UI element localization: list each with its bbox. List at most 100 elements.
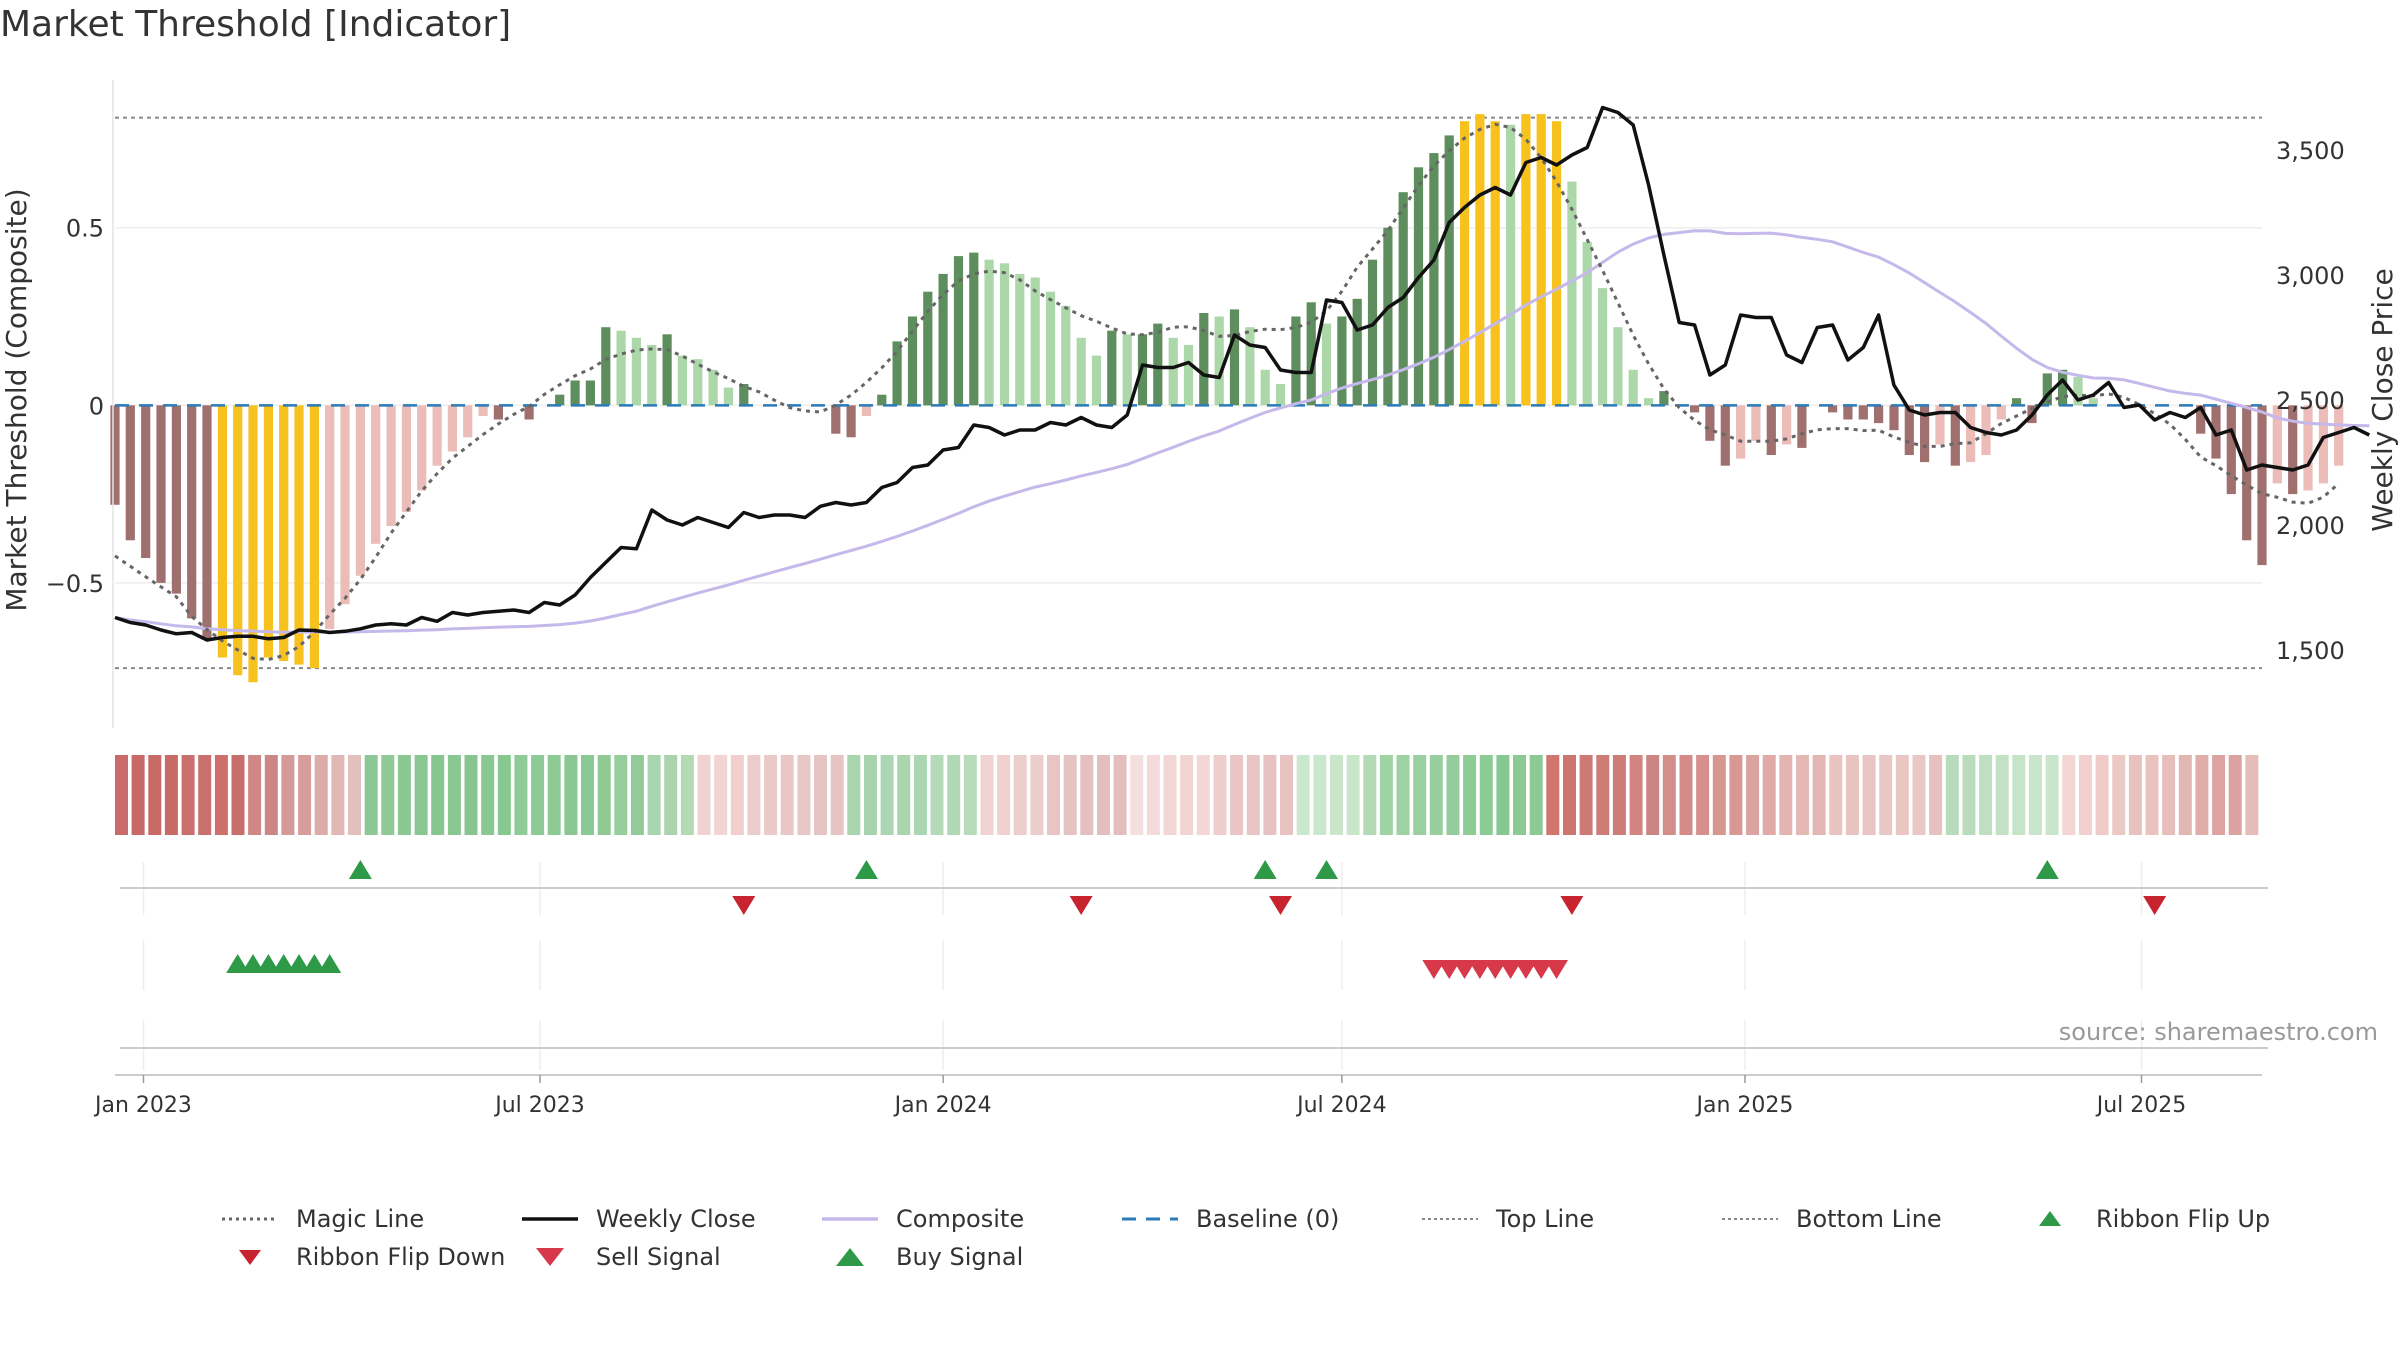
ribbon-cell [1280, 755, 1293, 835]
composite-bar [739, 384, 749, 406]
buy-signal-marker [318, 954, 342, 973]
composite-bar [1413, 167, 1424, 406]
ribbon-cell [880, 755, 894, 835]
composite-bar [401, 405, 411, 512]
triangle-up-icon [2039, 1211, 2061, 1226]
source-attribution: source: sharemaestro.com [2059, 1018, 2378, 1046]
page-title: Market Threshold [Indicator] [0, 4, 512, 45]
ribbon-cell [764, 755, 778, 835]
ribbon-cell [1779, 755, 1793, 835]
composite-bar [677, 355, 687, 406]
ribbon-cell [1379, 755, 1393, 835]
legend-item-weekly-close: Weekly Close [520, 1205, 820, 1233]
composite-bar [877, 394, 887, 406]
legend-label: Buy Signal [896, 1243, 1024, 1271]
composite-bar [693, 359, 703, 406]
ribbon-cell [264, 755, 278, 835]
sell-signal-marker [1483, 960, 1507, 979]
ribbon-cell [1646, 755, 1660, 835]
composite-bar [846, 405, 856, 438]
ribbon-flip-down-marker [1269, 896, 1293, 915]
composite-bar [1904, 405, 1914, 455]
ribbon-cell [2145, 755, 2159, 835]
ribbon-cell [1080, 755, 1094, 835]
ribbon-cell [1196, 755, 1210, 835]
composite-bar [1567, 181, 1577, 406]
composite-bar [1275, 384, 1286, 406]
composite-bar [386, 405, 396, 527]
legend-label: Baseline (0) [1196, 1205, 1340, 1233]
sell-signal-marker [1468, 960, 1492, 979]
ribbon-cell [1396, 755, 1410, 835]
composite-bar [171, 405, 181, 594]
ribbon-cell [2212, 755, 2226, 835]
ribbon-cell [1429, 755, 1443, 835]
composite-line-icon [822, 1217, 878, 1221]
legend-item-ribbon-flip-up: Ribbon Flip Up [2020, 1205, 2320, 1233]
ribbon-cell [1995, 755, 2009, 835]
buy-signal-marker [287, 954, 311, 973]
ribbon-cell [148, 755, 162, 835]
ribbon-cell [198, 755, 212, 835]
composite-bar [1214, 316, 1224, 406]
composite-bar [1291, 316, 1301, 406]
y-tick-label-left: −0.5 [46, 570, 104, 598]
dashed-line-icon [1122, 1217, 1178, 1221]
ribbon-cell [1063, 755, 1077, 835]
ribbon-cell [1746, 755, 1760, 835]
composite-bar [999, 263, 1010, 406]
ribbon-cell [1313, 755, 1327, 835]
ribbon-cell [930, 755, 944, 835]
composite-bar [1705, 405, 1715, 441]
ribbon-cell [1662, 755, 1676, 835]
legend-label: Magic Line [296, 1205, 425, 1233]
ribbon-cell [1912, 755, 1926, 835]
composite-line [114, 229, 2370, 634]
composite-bar [1720, 405, 1730, 466]
ribbon-cell [1796, 755, 1809, 835]
composite-bar [187, 405, 197, 619]
composite-bar [1966, 405, 1976, 463]
ribbon-cell [2078, 755, 2092, 835]
legend-item-magic-line: Magic Line [220, 1205, 520, 1233]
ribbon-cell [1929, 755, 1943, 835]
composite-bar [2042, 373, 2052, 406]
ribbon-cell [1629, 755, 1643, 835]
ribbon-cell [314, 755, 328, 835]
ribbon-cell [1979, 755, 1993, 835]
ribbon-cell [1363, 755, 1377, 835]
composite-bar [1429, 153, 1439, 406]
ribbon-cell [298, 755, 312, 835]
composite-bar [907, 316, 918, 406]
composite-bar [1352, 298, 1362, 406]
ribbon-cell [1346, 755, 1360, 835]
ribbon-cell [2095, 755, 2109, 835]
composite-bar [570, 380, 580, 406]
ribbon-cell [1563, 755, 1576, 835]
composite-bar [1736, 405, 1746, 459]
ribbon-cell [414, 755, 428, 835]
ribbon-flip-up-marker [2035, 860, 2059, 879]
composite-bar [1935, 405, 1945, 445]
y-axis-label-left: Market Threshold (Composite) [0, 188, 33, 611]
composite-bar [2334, 405, 2344, 466]
ribbon-cell [2178, 755, 2192, 835]
weekly-close-line [114, 105, 2371, 642]
ribbon-flip-down-marker [1560, 896, 1584, 915]
composite-bar [1628, 369, 1638, 406]
ribbon-cell [1729, 755, 1743, 835]
legend-item-sell-signal: Sell Signal [520, 1243, 820, 1271]
ribbon-cell [2062, 755, 2076, 835]
ribbon-cell [1962, 755, 1976, 835]
ribbon-cell [514, 755, 528, 835]
composite-bar [1444, 135, 1454, 406]
composite-bar [1015, 273, 1025, 406]
ribbon-cell [1879, 755, 1893, 835]
x-tick-label: Jan 2023 [93, 1093, 192, 1118]
composite-bar [233, 405, 243, 676]
composite-bar [279, 405, 289, 661]
legend-label: Top Line [1496, 1205, 1595, 1233]
ribbon-flip-up-marker [854, 860, 878, 879]
ribbon-cell [1047, 755, 1060, 835]
sell-signal-marker [1499, 960, 1523, 979]
